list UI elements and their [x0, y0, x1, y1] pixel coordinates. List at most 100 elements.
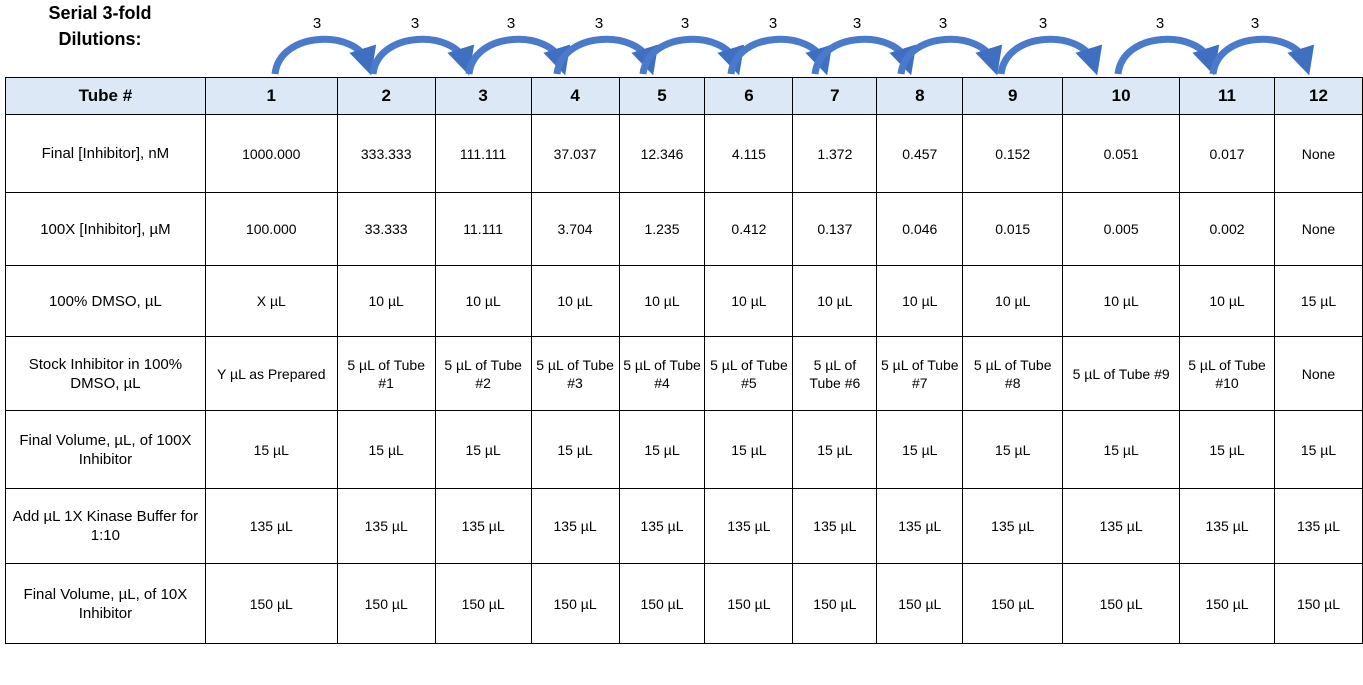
cell: 11.111 [434, 192, 532, 266]
title: Serial 3-fold Dilutions: [48, 3, 152, 49]
cell: 15 µL [962, 410, 1064, 489]
cell: 15 µL [1062, 410, 1181, 489]
dilution-factor: 3 [939, 15, 947, 32]
arrow [553, 35, 659, 76]
cell: 0.002 [1179, 192, 1275, 266]
dilution-factor: 3 [1251, 15, 1259, 32]
arrow [271, 35, 377, 76]
cell: 135 µL [434, 488, 532, 564]
cell: 10 µL [530, 265, 620, 337]
header-cell: 9 [962, 77, 1064, 115]
header-cell: 11 [1179, 77, 1275, 115]
arrow [639, 35, 745, 76]
dilution-factor: 3 [1039, 15, 1047, 32]
cell: None [1273, 336, 1363, 411]
arrow [897, 35, 1003, 76]
cell: 37.037 [530, 114, 620, 193]
cell: 0.137 [792, 192, 878, 266]
arrow [369, 35, 475, 76]
cell: 0.005 [1062, 192, 1181, 266]
cell: 5 µL of Tube #10 [1179, 336, 1275, 411]
cell: 1.372 [792, 114, 878, 193]
cell: 135 µL [618, 488, 706, 564]
arrow [727, 35, 833, 76]
cell: 150 µL [876, 563, 964, 644]
cell: 1000.000 [204, 114, 338, 193]
cell: 15 µL [336, 410, 436, 489]
cell: 15 µL [530, 410, 620, 489]
cell: 135 µL [1273, 488, 1363, 564]
cell: 150 µL [618, 563, 706, 644]
cell: 0.015 [962, 192, 1064, 266]
dilution-factor: 3 [1156, 15, 1164, 32]
cell: 150 µL [704, 563, 794, 644]
row-label: Add µL 1X Kinase Buffer for 1:10 [5, 488, 206, 564]
cell: 150 µL [204, 563, 338, 644]
cell: 135 µL [336, 488, 436, 564]
cell: 4.115 [704, 114, 794, 193]
cell: 111.111 [434, 114, 532, 193]
cell: 0.051 [1062, 114, 1181, 193]
arrow [997, 35, 1103, 76]
cell: 15 µL [618, 410, 706, 489]
dilution-factor: 3 [507, 15, 515, 32]
cell: 15 µL [704, 410, 794, 489]
arrow [811, 35, 917, 76]
cell: 0.046 [876, 192, 964, 266]
header-cell: Tube # [5, 77, 206, 115]
dilution-factor: 3 [853, 15, 861, 32]
dilution-factor: 3 [595, 15, 603, 32]
cell: X µL [204, 265, 338, 337]
header-cell: 8 [876, 77, 964, 115]
arrow [465, 35, 571, 76]
header-cell: 3 [434, 77, 532, 115]
header-row: Tube #1 2 3 4 5 6 7 8 9 10 11 12 [5, 77, 1363, 115]
cell: 150 µL [1273, 563, 1363, 644]
cell: 15 µL [792, 410, 878, 489]
row-label: 100X [Inhibitor], µM [5, 192, 206, 266]
cell: 150 µL [1179, 563, 1275, 644]
cell: 150 µL [962, 563, 1064, 644]
cell: 5 µL of Tube #5 [704, 336, 794, 411]
dilution-factor: 3 [313, 15, 321, 32]
cell: 150 µL [792, 563, 878, 644]
header-cell: 1 [204, 77, 338, 115]
table-row: 100X [Inhibitor], µM 100.000 33.333 11.111 3… [5, 192, 1363, 266]
cell: 0.017 [1179, 114, 1275, 193]
cell: 135 µL [530, 488, 620, 564]
row-label: Final [Inhibitor], nM [5, 114, 206, 193]
cell: 5 µL of Tube #6 [792, 336, 878, 411]
header-cell: 7 [792, 77, 878, 115]
cell: 135 µL [1062, 488, 1181, 564]
cell: 150 µL [530, 563, 620, 644]
header-cell: 10 [1062, 77, 1181, 115]
cell: 10 µL [1062, 265, 1181, 337]
table-row: Final [Inhibitor], nM 1000.000 333.333 111.… [5, 114, 1363, 193]
cell: 10 µL [704, 265, 794, 337]
cell: None [1273, 192, 1363, 266]
cell: 135 µL [704, 488, 794, 564]
cell: 15 µL [1273, 265, 1363, 337]
cell: 33.333 [336, 192, 436, 266]
cell: 5 µL of Tube #1 [336, 336, 436, 411]
cell: 10 µL [336, 265, 436, 337]
cell: 0.152 [962, 114, 1064, 193]
cell: 135 µL [792, 488, 878, 564]
cell: 10 µL [618, 265, 706, 337]
dilution-factor: 3 [769, 15, 777, 32]
cell: 12.346 [618, 114, 706, 193]
dilution-factor: 3 [411, 15, 419, 32]
cell: 0.412 [704, 192, 794, 266]
dilution-arrows: 3 3 3 3 3 3 3 3 3 3 3 [271, 15, 1315, 76]
cell: 15 µL [434, 410, 532, 489]
cell: Y µL as Prepared [204, 336, 338, 411]
table-row: 100% DMSO, µL X µL 10 µL 10 µL 10 µL 10 µL 10 … [5, 265, 1363, 337]
cell: 1.235 [618, 192, 706, 266]
cell: 135 µL [1179, 488, 1275, 564]
cell: 135 µL [962, 488, 1064, 564]
table-row: Add µL 1X Kinase Buffer for 1:10 135 µL 13… [5, 488, 1363, 564]
cell: 15 µL [876, 410, 964, 489]
dilution-table: Tube #1 2 3 4 5 6 7 8 9 10 11 12 Final [Inhibitor],… [5, 77, 1363, 644]
cell: 15 µL [204, 410, 338, 489]
cell: 15 µL [1179, 410, 1275, 489]
